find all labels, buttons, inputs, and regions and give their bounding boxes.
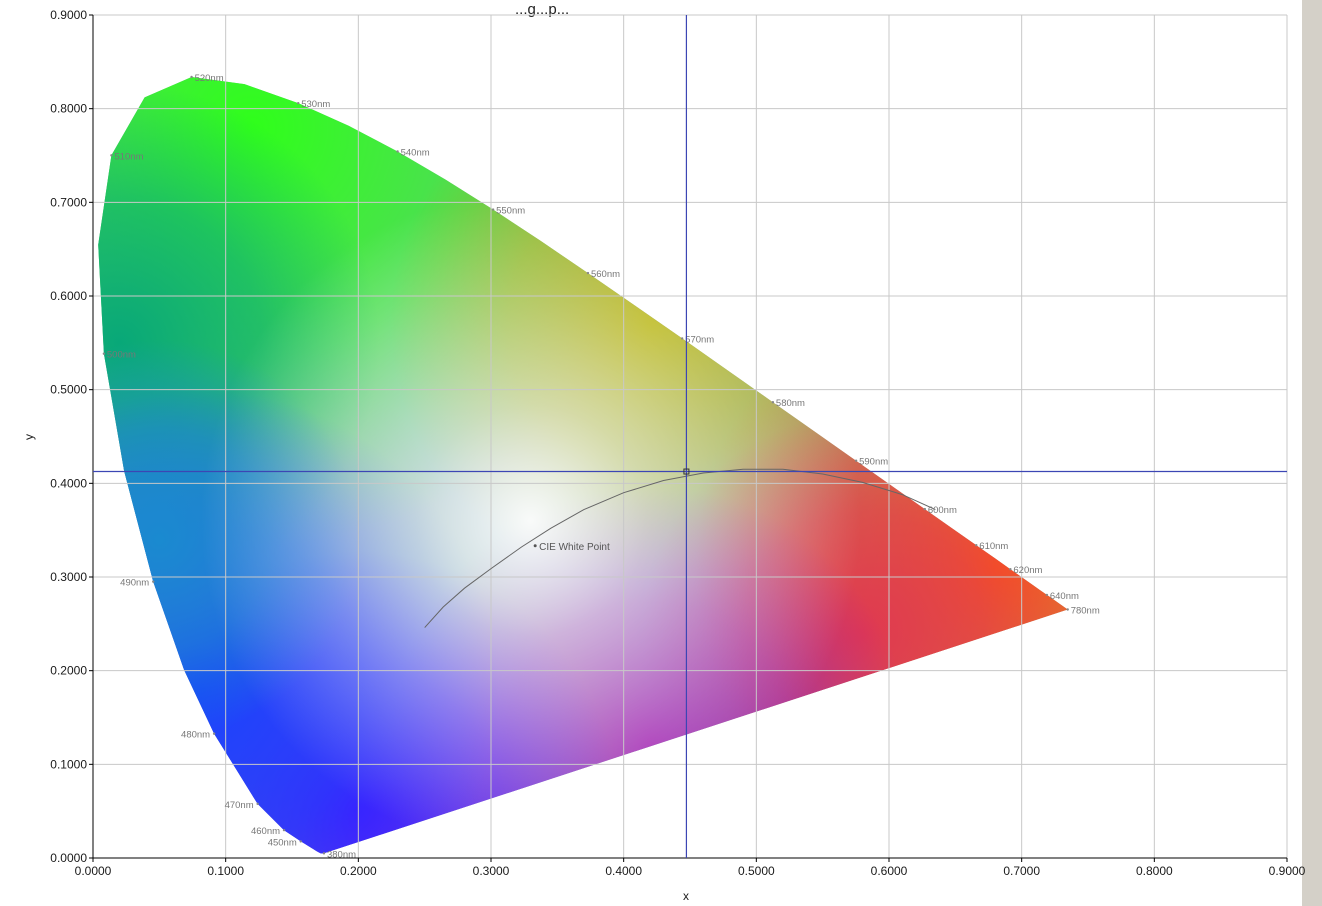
y-tick-label: 0.1000 [50, 757, 87, 771]
wavelength-label: 520nm [195, 73, 224, 84]
wavelength-point [854, 459, 858, 462]
wavelength-label: 480nm [181, 730, 210, 741]
y-tick-label: 0.3000 [50, 570, 87, 584]
wavelength-point [491, 208, 495, 211]
wavelength-point [1045, 593, 1049, 597]
wavelength-label: 580nm [776, 398, 805, 409]
x-tick-label: 0.9000 [1269, 864, 1306, 878]
wavelength-point [680, 337, 684, 340]
y-tick-label: 0.6000 [50, 289, 87, 303]
wavelength-label: 490nm [120, 578, 149, 589]
y-tick-label: 0.8000 [50, 102, 87, 116]
gamut-white-region [98, 77, 1068, 854]
wavelength-point [771, 401, 775, 404]
x-tick-label: 0.3000 [473, 864, 510, 878]
wavelength-label: 540nm [401, 147, 430, 158]
y-tick-label: 0.0000 [50, 851, 87, 865]
wavelength-label: 560nm [591, 269, 620, 280]
x-tick-label: 0.7000 [1003, 864, 1040, 878]
y-tick-label: 0.4000 [50, 476, 87, 490]
white-point-label: CIE White Point [539, 542, 610, 553]
x-axis-label: x [683, 889, 689, 903]
wavelength-point [297, 101, 300, 105]
wavelength-point [152, 580, 155, 583]
wavelength-point [110, 154, 113, 157]
x-tick-label: 0.6000 [871, 864, 908, 878]
color-gamut [98, 77, 1068, 854]
y-tick-label: 0.2000 [50, 664, 87, 678]
cursor-handle[interactable] [683, 468, 690, 475]
x-tick-label: 0.8000 [1136, 864, 1173, 878]
wavelength-label: 510nm [114, 151, 143, 162]
wavelength-label: 500nm [107, 350, 136, 361]
axes: 0.0000 0.1000 0.2000 0.3000 0.4000 0.5000 0.60… [50, 8, 1305, 878]
x-tick-label: 0.2000 [340, 864, 377, 878]
x-tick-label: 0.0000 [75, 864, 112, 878]
planckian-locus [424, 468, 936, 628]
x-tick-label: 0.4000 [605, 864, 642, 878]
wavelength-label: 640nm [1050, 591, 1079, 602]
planckian-curve [424, 468, 936, 628]
y-axis-label: y [22, 434, 36, 440]
wavelength-label: 610nm [979, 541, 1008, 552]
wavelength-label: 570nm [685, 334, 714, 345]
wavelength-label: 590nm [859, 457, 888, 468]
wavelength-point [190, 75, 193, 79]
wavelength-point [586, 271, 590, 275]
wavelength-label: 460nm [251, 826, 280, 837]
wavelength-label: 450nm [268, 837, 297, 848]
wavelength-label: 780nm [1071, 606, 1100, 617]
wavelength-point [1066, 608, 1069, 611]
wavelength-label: 550nm [496, 206, 525, 217]
crosshair-cursor[interactable] [93, 15, 1287, 858]
wavelength-point [212, 732, 216, 735]
chart-title: ...g...p... [515, 1, 569, 18]
white-point-marker [533, 544, 537, 548]
x-tick-label: 0.1000 [207, 864, 244, 878]
y-tick-label: 0.7000 [50, 195, 87, 209]
y-tick-label: 0.5000 [50, 383, 87, 397]
wavelength-label: 620nm [1013, 565, 1042, 576]
wavelength-point [256, 802, 259, 806]
wavelength-label: 530nm [301, 99, 330, 110]
wavelength-point [1009, 568, 1012, 571]
grid [92, 14, 1288, 859]
side-panel [1302, 0, 1322, 906]
wavelength-point [923, 507, 927, 511]
x-tick-label: 0.5000 [738, 864, 775, 878]
wavelength-point [396, 150, 399, 153]
wavelength-point [282, 828, 286, 832]
wavelength-label: 380nm [327, 849, 356, 860]
wavelength-label: 600nm [928, 505, 957, 516]
wavelength-point [975, 543, 978, 547]
wavelength-point [322, 852, 326, 855]
y-tick-label: 0.9000 [50, 8, 87, 22]
wavelength-point [102, 352, 106, 355]
wavelength-point [299, 840, 302, 843]
wavelength-label: 470nm [225, 800, 254, 811]
